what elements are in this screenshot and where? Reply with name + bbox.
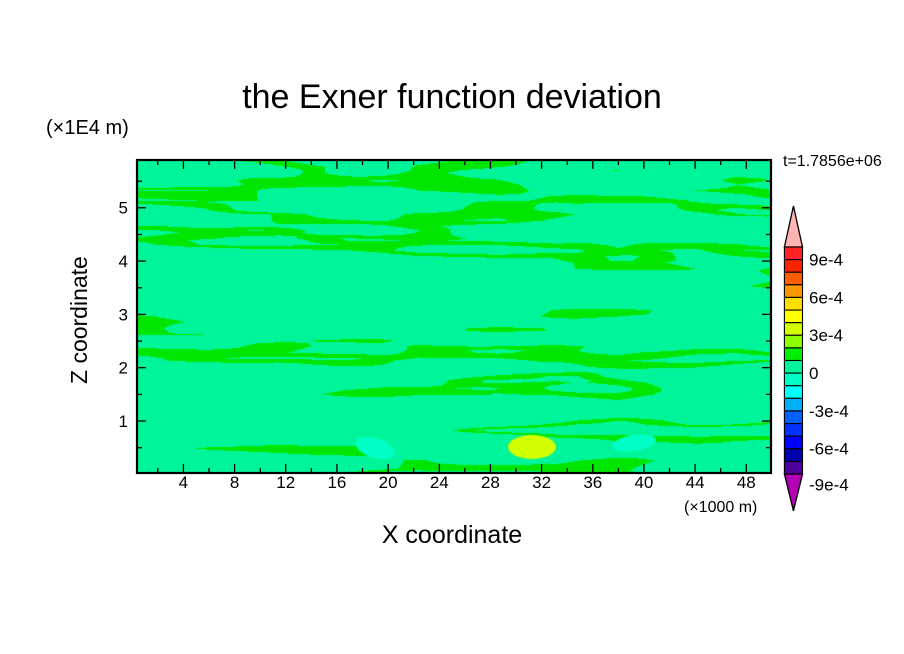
svg-text:3: 3 — [119, 306, 128, 325]
svg-text:44: 44 — [686, 473, 705, 492]
svg-text:-6e-4: -6e-4 — [809, 440, 849, 459]
svg-text:40: 40 — [634, 473, 653, 492]
svg-text:-9e-4: -9e-4 — [809, 476, 849, 495]
svg-text:-3e-4: -3e-4 — [809, 402, 849, 421]
svg-text:0: 0 — [809, 364, 818, 383]
svg-text:6e-4: 6e-4 — [809, 288, 843, 307]
svg-text:8: 8 — [230, 473, 239, 492]
svg-text:1: 1 — [119, 412, 128, 431]
svg-text:16: 16 — [327, 473, 346, 492]
svg-text:5: 5 — [119, 199, 128, 218]
svg-text:9e-4: 9e-4 — [809, 251, 843, 270]
svg-text:32: 32 — [532, 473, 551, 492]
svg-text:4: 4 — [179, 473, 188, 492]
svg-text:4: 4 — [119, 252, 128, 271]
svg-text:28: 28 — [481, 473, 500, 492]
svg-text:2: 2 — [119, 359, 128, 378]
svg-text:12: 12 — [276, 473, 295, 492]
svg-text:20: 20 — [379, 473, 398, 492]
svg-text:36: 36 — [583, 473, 602, 492]
svg-text:3e-4: 3e-4 — [809, 326, 843, 345]
svg-text:48: 48 — [737, 473, 756, 492]
svg-text:24: 24 — [430, 473, 449, 492]
